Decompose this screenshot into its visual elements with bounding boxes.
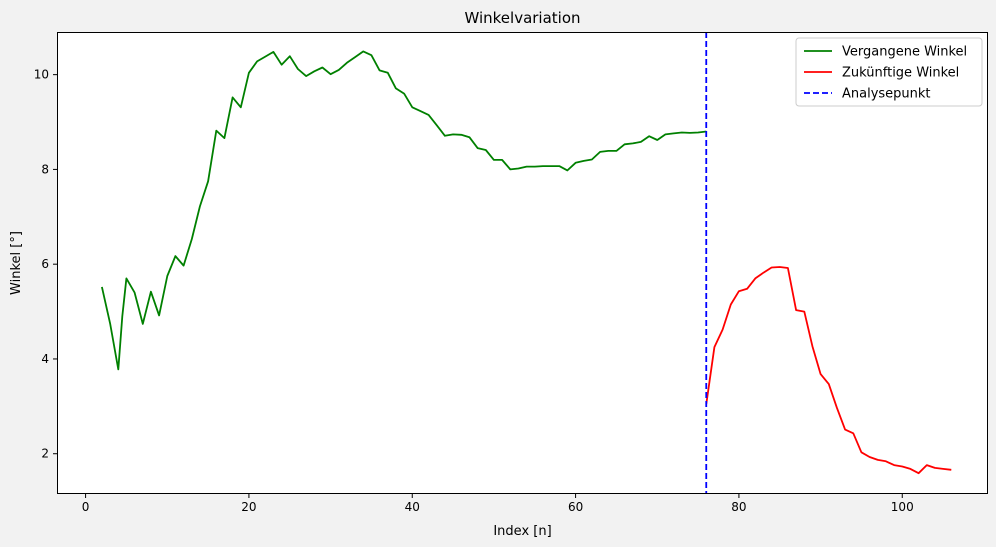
x-tick-label: 0 [82, 500, 90, 514]
chart-title: Winkelvariation [464, 9, 580, 27]
x-tick-label: 80 [731, 500, 746, 514]
x-axis-label: Index [n] [493, 524, 551, 539]
plot-area [57, 32, 988, 494]
series-line-1 [705, 266, 952, 475]
series-line-0 [101, 50, 707, 371]
y-tick-label: 10 [34, 68, 49, 82]
x-tick-label: 60 [568, 500, 583, 514]
y-tick-label: 2 [41, 447, 49, 461]
legend: Vergangene Winkel Zukünftige Winkel Analys… [795, 37, 983, 107]
y-tick-label: 6 [41, 257, 49, 271]
legend-label: Vergangene Winkel [842, 45, 967, 60]
plot-frame [57, 32, 988, 494]
legend-box [795, 37, 983, 107]
y-axis-label: Winkel [°] [9, 231, 24, 295]
x-tick-label: 20 [241, 500, 256, 514]
x-tick-label: 100 [891, 500, 914, 514]
legend-label: Zukünftige Winkel [842, 66, 959, 81]
legend-label: Analysepunkt [842, 87, 931, 102]
series-layer [101, 32, 952, 494]
y-tick-label: 4 [41, 352, 49, 366]
y-tick-label: 8 [41, 162, 49, 176]
ticks-layer: 0 20 40 60 80 100 2 4 6 8 10 [34, 68, 914, 514]
x-tick-label: 40 [405, 500, 420, 514]
